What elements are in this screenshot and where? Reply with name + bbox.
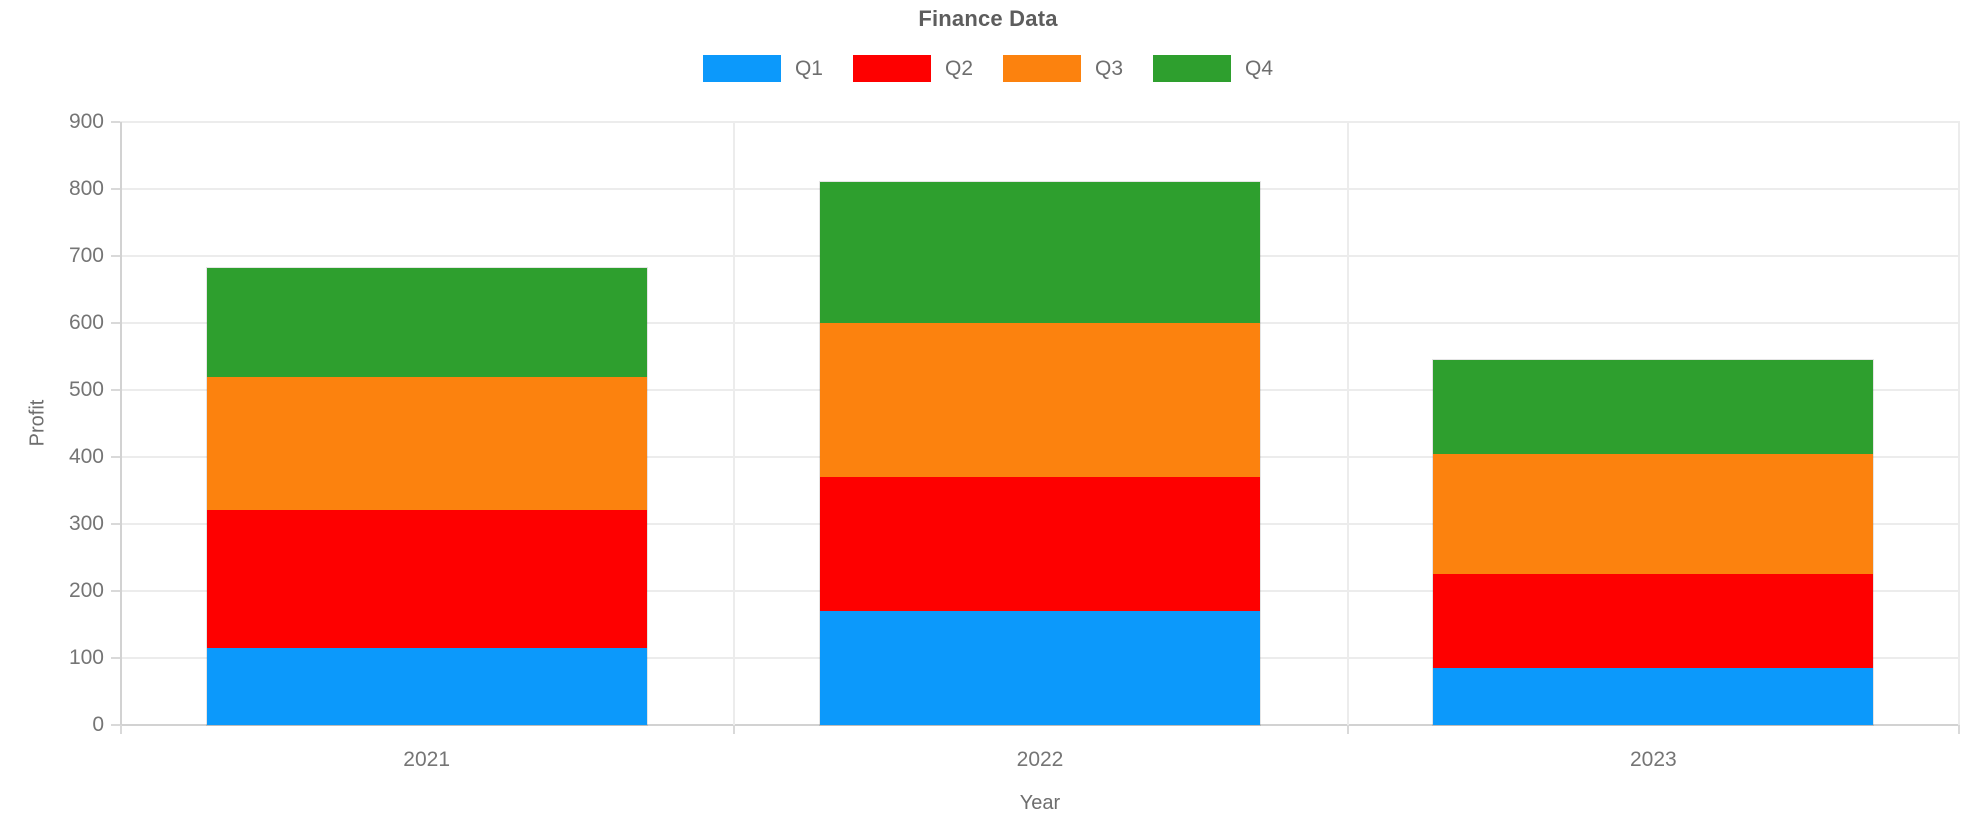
bar-segment-q3-2022[interactable] — [820, 323, 1260, 478]
y-gridline — [120, 121, 1960, 123]
y-axis-title: Profit — [26, 399, 49, 447]
x-tick-mark — [1346, 725, 1349, 734]
legend: Q1 Q2 Q3 Q4 — [0, 55, 1976, 82]
y-tick-mark — [111, 657, 120, 659]
chart-title: Finance Data — [918, 6, 1058, 31]
legend-label-q4: Q4 — [1245, 56, 1274, 80]
y-tick-label: 300 — [68, 512, 104, 535]
bar-stack-2022 — [819, 181, 1261, 726]
y-tick-mark — [111, 724, 120, 726]
x-tick-label: 2023 — [1629, 748, 1677, 771]
legend-item-q1[interactable]: Q1 — [702, 55, 823, 82]
bar-stack-2021 — [205, 267, 648, 726]
legend-swatch-q2 — [852, 55, 931, 82]
legend-item-q2[interactable]: Q2 — [852, 55, 973, 82]
x-tick-label: 2022 — [1016, 748, 1064, 771]
legend-swatch-q4 — [1153, 55, 1232, 82]
x-axis-title: Year — [1019, 792, 1061, 814]
bar-segment-q4-2023[interactable] — [1433, 359, 1874, 454]
y-tick-label: 700 — [68, 244, 104, 267]
x-tick-mark — [120, 725, 122, 734]
legend-label-q1: Q1 — [794, 56, 823, 80]
y-tick-mark — [111, 389, 120, 391]
y-axis-line — [120, 122, 122, 725]
y-tick-label: 900 — [68, 110, 104, 133]
plot-area — [120, 121, 1960, 727]
y-tick-label: 600 — [68, 311, 104, 334]
x-gridline — [1958, 122, 1960, 725]
legend-label-q2: Q2 — [944, 56, 973, 80]
y-tick-mark — [111, 255, 120, 257]
y-tick-label: 500 — [68, 378, 104, 401]
y-tick-label: 0 — [92, 713, 104, 736]
legend-item-q4[interactable]: Q4 — [1153, 55, 1273, 82]
y-tick-label: 800 — [68, 177, 104, 200]
y-gridline — [120, 724, 1960, 726]
y-tick-mark — [111, 523, 120, 525]
legend-label-q3: Q3 — [1095, 56, 1124, 80]
bar-segment-q4-2022[interactable] — [820, 182, 1260, 324]
y-tick-mark — [111, 590, 120, 592]
bar-segment-q1-2022[interactable] — [820, 611, 1260, 725]
y-tick-mark — [111, 121, 120, 123]
legend-item-q3[interactable]: Q3 — [1003, 55, 1123, 82]
bar-segment-q4-2021[interactable] — [206, 268, 647, 377]
legend-swatch-q3 — [1003, 55, 1081, 82]
y-tick-label: 200 — [68, 579, 104, 602]
bar-segment-q2-2023[interactable] — [1433, 574, 1874, 668]
y-tick-mark — [111, 322, 120, 324]
bar-segment-q2-2021[interactable] — [206, 509, 647, 648]
x-tick-mark — [1958, 725, 1960, 734]
x-gridline — [733, 122, 736, 725]
bar-stack-2023 — [1432, 358, 1875, 727]
bar-segment-q3-2021[interactable] — [206, 376, 647, 510]
y-tick-label: 100 — [68, 646, 104, 669]
bar-segment-q3-2023[interactable] — [1433, 453, 1874, 575]
bar-segment-q2-2022[interactable] — [820, 477, 1260, 612]
legend-swatch-q1 — [702, 55, 781, 82]
bar-segment-q1-2021[interactable] — [206, 647, 647, 725]
y-tick-mark — [111, 188, 120, 190]
bar-segment-q1-2023[interactable] — [1433, 668, 1874, 725]
y-tick-label: 400 — [68, 445, 104, 468]
x-tick-mark — [733, 725, 736, 734]
x-gridline — [1346, 122, 1349, 725]
y-tick-mark — [111, 456, 120, 458]
x-tick-label: 2021 — [403, 748, 451, 771]
